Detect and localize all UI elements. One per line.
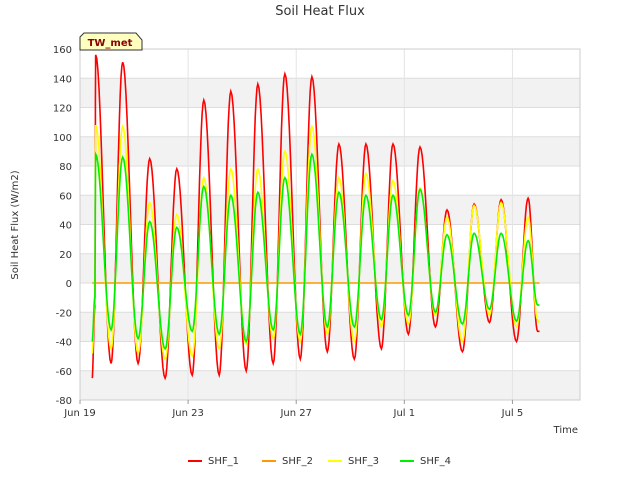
band: [80, 136, 580, 166]
y-tick-label: -60: [56, 367, 72, 378]
legend-label: SHF_1: [208, 456, 239, 467]
y-tick-label: -80: [56, 396, 72, 407]
legend: SHF_1 SHF_2 SHF_3 SHF_4: [188, 456, 451, 467]
y-tick-label: -40: [56, 338, 72, 349]
band: [80, 78, 580, 108]
x-tick-label: Jun 23: [171, 408, 204, 419]
legend-label: SHF_2: [282, 456, 313, 467]
y-tick-label: 100: [53, 133, 72, 144]
band: [80, 341, 580, 371]
y-tick-label: -20: [56, 308, 72, 319]
badge-label: TW_met: [88, 38, 133, 49]
legend-item-shf_2: SHF_2: [262, 456, 313, 467]
series-line-shf_4: [91, 151, 540, 351]
band: [80, 107, 580, 137]
x-axis-label: Time: [553, 425, 578, 436]
y-axis-ticks: -80 -60 -40 -20 0 20 40 60 80 100 120 140 160: [53, 45, 72, 407]
y-tick-label: 0: [66, 279, 72, 290]
y-tick-label: 160: [53, 45, 72, 56]
band: [80, 49, 580, 79]
series-line-shf_1: [91, 54, 540, 381]
y-tick-label: 140: [53, 74, 72, 85]
y-tick-label: 120: [53, 104, 72, 115]
x-axis-ticks: Jun 19 Jun 23 Jun 27 Jul 1 Jul 5: [63, 400, 523, 419]
badge-shape: [79, 32, 143, 51]
legend-label: SHF_3: [348, 456, 379, 467]
x-tick-label: Jul 1: [393, 408, 416, 419]
band: [80, 370, 580, 400]
band: [80, 166, 580, 196]
plot-frame: [79, 48, 581, 401]
y-tick-label: 60: [59, 191, 72, 202]
y-tick-label: 20: [59, 250, 72, 261]
series-line-shf_3: [91, 123, 541, 361]
y-tick-label: 40: [59, 221, 72, 232]
tw-met-badge: TW_met: [79, 32, 143, 51]
chart-title: Soil Heat Flux: [275, 4, 365, 19]
x-tick-label: Jun 27: [279, 408, 312, 419]
legend-label: SHF_4: [420, 456, 451, 467]
legend-item-shf_3: SHF_3: [328, 456, 379, 467]
x-tick-label: Jun 19: [63, 408, 96, 419]
y-tick-label: 80: [59, 162, 72, 173]
y-axis-label: Soil Heat Flux (W/m2): [10, 170, 21, 279]
x-tick-label: Jul 5: [501, 408, 524, 419]
series-layer: [91, 54, 541, 381]
legend-item-shf_1: SHF_1: [188, 456, 239, 467]
legend-item-shf_4: SHF_4: [400, 456, 451, 467]
band: [80, 195, 580, 225]
